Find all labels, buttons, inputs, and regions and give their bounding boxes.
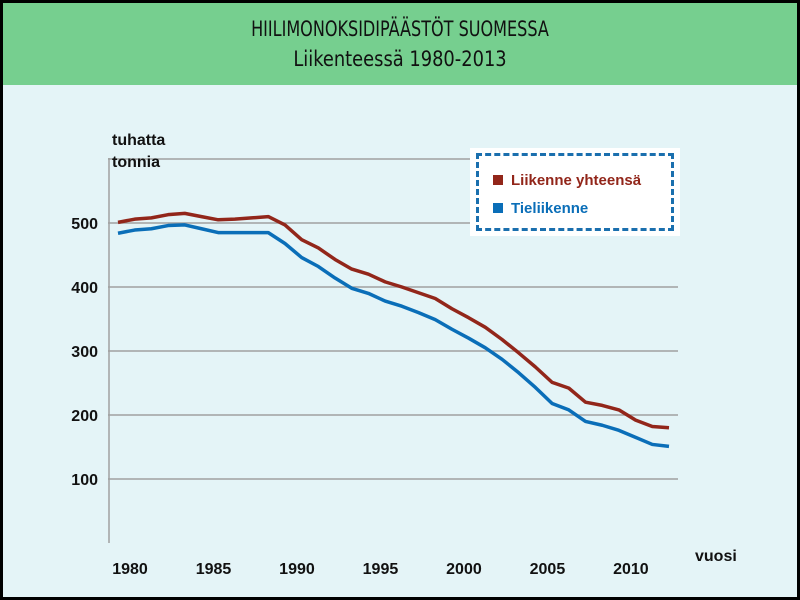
x-tick-label: 2005 xyxy=(530,561,566,578)
y-tick-label: 100 xyxy=(71,472,98,489)
legend-item-liikenne-yhteensa: Liikenne yhteensä xyxy=(493,172,641,189)
legend-label: Tieliikenne xyxy=(511,200,589,217)
x-tick-label: 1985 xyxy=(196,561,232,578)
x-axis-label: vuosi xyxy=(695,548,737,565)
chart-title: HIILIMONOKSIDIPÄÄSTÖT SUOMESSA xyxy=(251,17,549,41)
legend-label: Liikenne yhteensä xyxy=(511,172,642,189)
x-tick-label: 1995 xyxy=(363,561,399,578)
x-tick-label: 1980 xyxy=(112,561,148,578)
chart-frame: HIILIMONOKSIDIPÄÄSTÖT SUOMESSA Liikentee… xyxy=(3,3,797,597)
y-tick-label: 500 xyxy=(71,216,98,233)
legend-swatch xyxy=(493,203,503,213)
x-tick-label: 2010 xyxy=(613,561,649,578)
legend: Liikenne yhteensä Tieliikenne xyxy=(470,148,680,236)
y-axis-label-line1: tuhatta xyxy=(112,132,165,149)
y-tick-label: 400 xyxy=(71,280,98,297)
y-axis-label-line2: tonnia xyxy=(112,154,160,171)
y-tick-label: 300 xyxy=(71,344,98,361)
chart-subtitle: Liikenteessä 1980-2013 xyxy=(293,47,507,71)
legend-item-tieliikenne: Tieliikenne xyxy=(493,200,588,217)
x-tick-label: 1990 xyxy=(279,561,315,578)
title-band: HIILIMONOKSIDIPÄÄSTÖT SUOMESSA Liikentee… xyxy=(3,3,797,85)
y-tick-label: 200 xyxy=(71,408,98,425)
legend-swatch xyxy=(493,175,503,185)
x-tick-label: 2000 xyxy=(446,561,482,578)
series-line-liikenne-yhteensa xyxy=(117,211,670,430)
series-line-tieliikenne xyxy=(117,223,670,449)
